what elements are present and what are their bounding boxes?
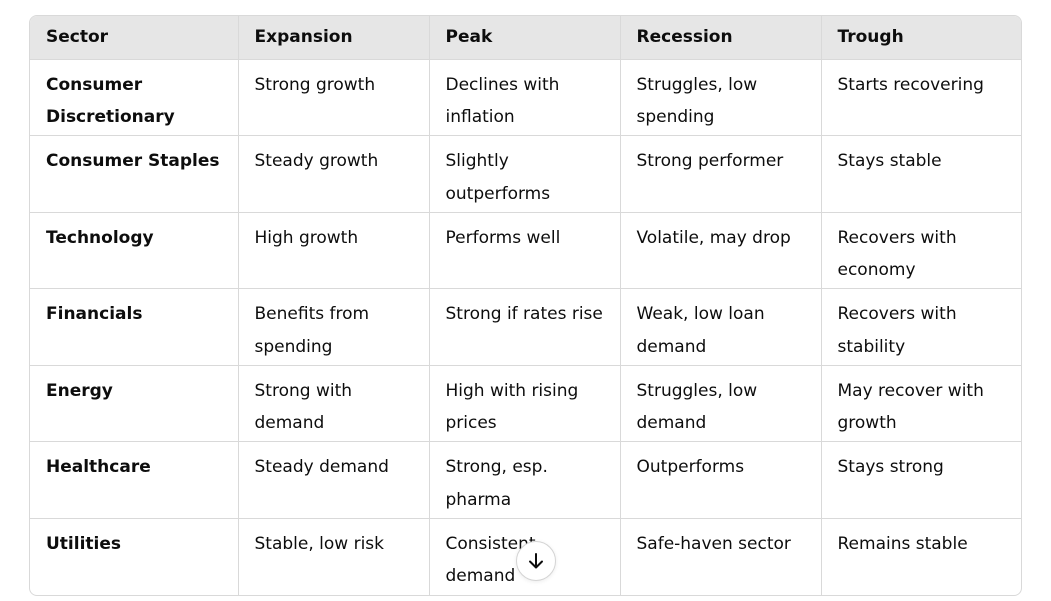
cell-sector: Utilities <box>30 518 239 595</box>
cell-sector: Energy <box>30 365 239 442</box>
cell-sector: Financials <box>30 288 239 366</box>
table-row: Financials Benefits from spending Strong… <box>30 288 1021 366</box>
cell-expansion: Strong growth <box>238 59 430 136</box>
cell-peak: Performs well <box>429 212 621 289</box>
cell-peak: Strong if rates rise <box>429 288 621 366</box>
header-expansion: Expansion <box>238 16 430 60</box>
cell-recession: Strong performer <box>620 135 822 213</box>
table-row: Technology High growth Performs well Vol… <box>30 212 1021 289</box>
cell-recession: Volatile, may drop <box>620 212 822 289</box>
cell-trough: Stays stable <box>821 135 1021 213</box>
cell-peak: Declines with inflation <box>429 59 621 136</box>
cell-recession: Outperforms <box>620 441 822 519</box>
cell-recession: Struggles, low demand <box>620 365 822 442</box>
table-header: Sector Expansion Peak Recession Trough <box>30 16 1021 60</box>
cell-recession: Weak, low loan demand <box>620 288 822 366</box>
table-row: Healthcare Steady demand Strong, esp. ph… <box>30 441 1021 519</box>
cell-peak: High with rising prices <box>429 365 621 442</box>
arrow-down-icon <box>529 553 543 569</box>
cell-sector: Consumer Discretionary <box>30 59 239 136</box>
cell-sector: Technology <box>30 212 239 289</box>
cell-trough: Recovers with economy <box>821 212 1021 289</box>
cell-expansion: Steady demand <box>238 441 430 519</box>
header-peak: Peak <box>429 16 621 60</box>
scroll-to-bottom-button[interactable] <box>516 541 556 581</box>
table-body: Consumer Discretionary Strong growth Dec… <box>30 59 1021 595</box>
sector-cycle-table-container: Sector Expansion Peak Recession Trough C… <box>29 15 1022 596</box>
header-trough: Trough <box>821 16 1021 60</box>
header-row: Sector Expansion Peak Recession Trough <box>30 16 1021 60</box>
cell-peak: Strong, esp. pharma <box>429 441 621 519</box>
cell-sector: Healthcare <box>30 441 239 519</box>
cell-trough: Stays strong <box>821 441 1021 519</box>
cell-trough: Remains stable <box>837 533 968 554</box>
cell-peak: Slightly outperforms <box>429 135 621 213</box>
header-recession: Recession <box>620 16 822 60</box>
cell-expansion: Steady growth <box>238 135 430 213</box>
cell-recession: Safe-haven sector <box>620 518 822 595</box>
cell-trough: May recover with growth <box>821 365 1021 442</box>
cell-expansion: High growth <box>238 212 430 289</box>
cell-recession: Struggles, low spending <box>620 59 822 136</box>
cell-trough: Starts recovering <box>821 59 1021 136</box>
table-row: Energy Strong with demand High with risi… <box>30 365 1021 442</box>
table-row: Consumer Staples Steady growth Slightly … <box>30 135 1021 213</box>
header-sector: Sector <box>30 16 239 60</box>
cell-sector: Consumer Staples <box>30 135 239 213</box>
cell-expansion: Stable, low risk <box>238 518 430 595</box>
table-row: Utilities Stable, low risk Consistent de… <box>30 518 1021 595</box>
cell-trough: Recovers with stability <box>821 288 1021 366</box>
cell-expansion: Strong with demand <box>238 365 430 442</box>
table-row: Consumer Discretionary Strong growth Dec… <box>30 59 1021 136</box>
cell-expansion: Benefits from spending <box>238 288 430 366</box>
sector-cycle-table: Sector Expansion Peak Recession Trough C… <box>30 16 1021 595</box>
